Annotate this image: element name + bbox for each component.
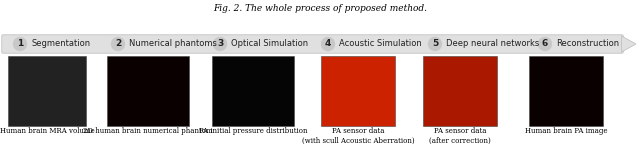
Text: 6: 6 <box>542 40 548 49</box>
Circle shape <box>13 37 26 50</box>
Text: 2: 2 <box>115 40 121 49</box>
Bar <box>8 56 86 126</box>
Text: 3: 3 <box>217 40 223 49</box>
FancyBboxPatch shape <box>2 35 623 53</box>
Text: Segmentation: Segmentation <box>31 40 90 49</box>
Text: Reconstruction: Reconstruction <box>556 40 619 49</box>
Text: 5: 5 <box>432 40 438 49</box>
Text: PA initial pressure distribution: PA initial pressure distribution <box>199 127 307 135</box>
Text: Human brain PA image: Human brain PA image <box>525 127 607 135</box>
Text: Deep neural networks: Deep neural networks <box>446 40 540 49</box>
Bar <box>423 56 497 126</box>
Text: 2D human brain numerical phantom: 2D human brain numerical phantom <box>83 127 213 135</box>
Text: Optical Simulation: Optical Simulation <box>231 40 308 49</box>
Circle shape <box>111 37 125 50</box>
Text: Fig. 2. The whole process of proposed method.: Fig. 2. The whole process of proposed me… <box>213 4 427 13</box>
Text: PA sensor data
(after correction): PA sensor data (after correction) <box>429 127 491 145</box>
Text: 4: 4 <box>325 40 331 49</box>
Text: Human brain MRA volume: Human brain MRA volume <box>0 127 94 135</box>
Bar <box>321 56 395 126</box>
Text: Acoustic Simulation: Acoustic Simulation <box>339 40 422 49</box>
Text: PA sensor data
(with scull Acoustic Aberration): PA sensor data (with scull Acoustic Aber… <box>301 127 414 145</box>
Circle shape <box>214 37 227 50</box>
Text: Numerical phantoms: Numerical phantoms <box>129 40 217 49</box>
Polygon shape <box>621 36 636 52</box>
Bar <box>529 56 603 126</box>
Text: 1: 1 <box>17 40 23 49</box>
Bar <box>107 56 189 126</box>
Circle shape <box>538 37 552 50</box>
Circle shape <box>429 37 442 50</box>
Bar <box>212 56 294 126</box>
Circle shape <box>321 37 335 50</box>
